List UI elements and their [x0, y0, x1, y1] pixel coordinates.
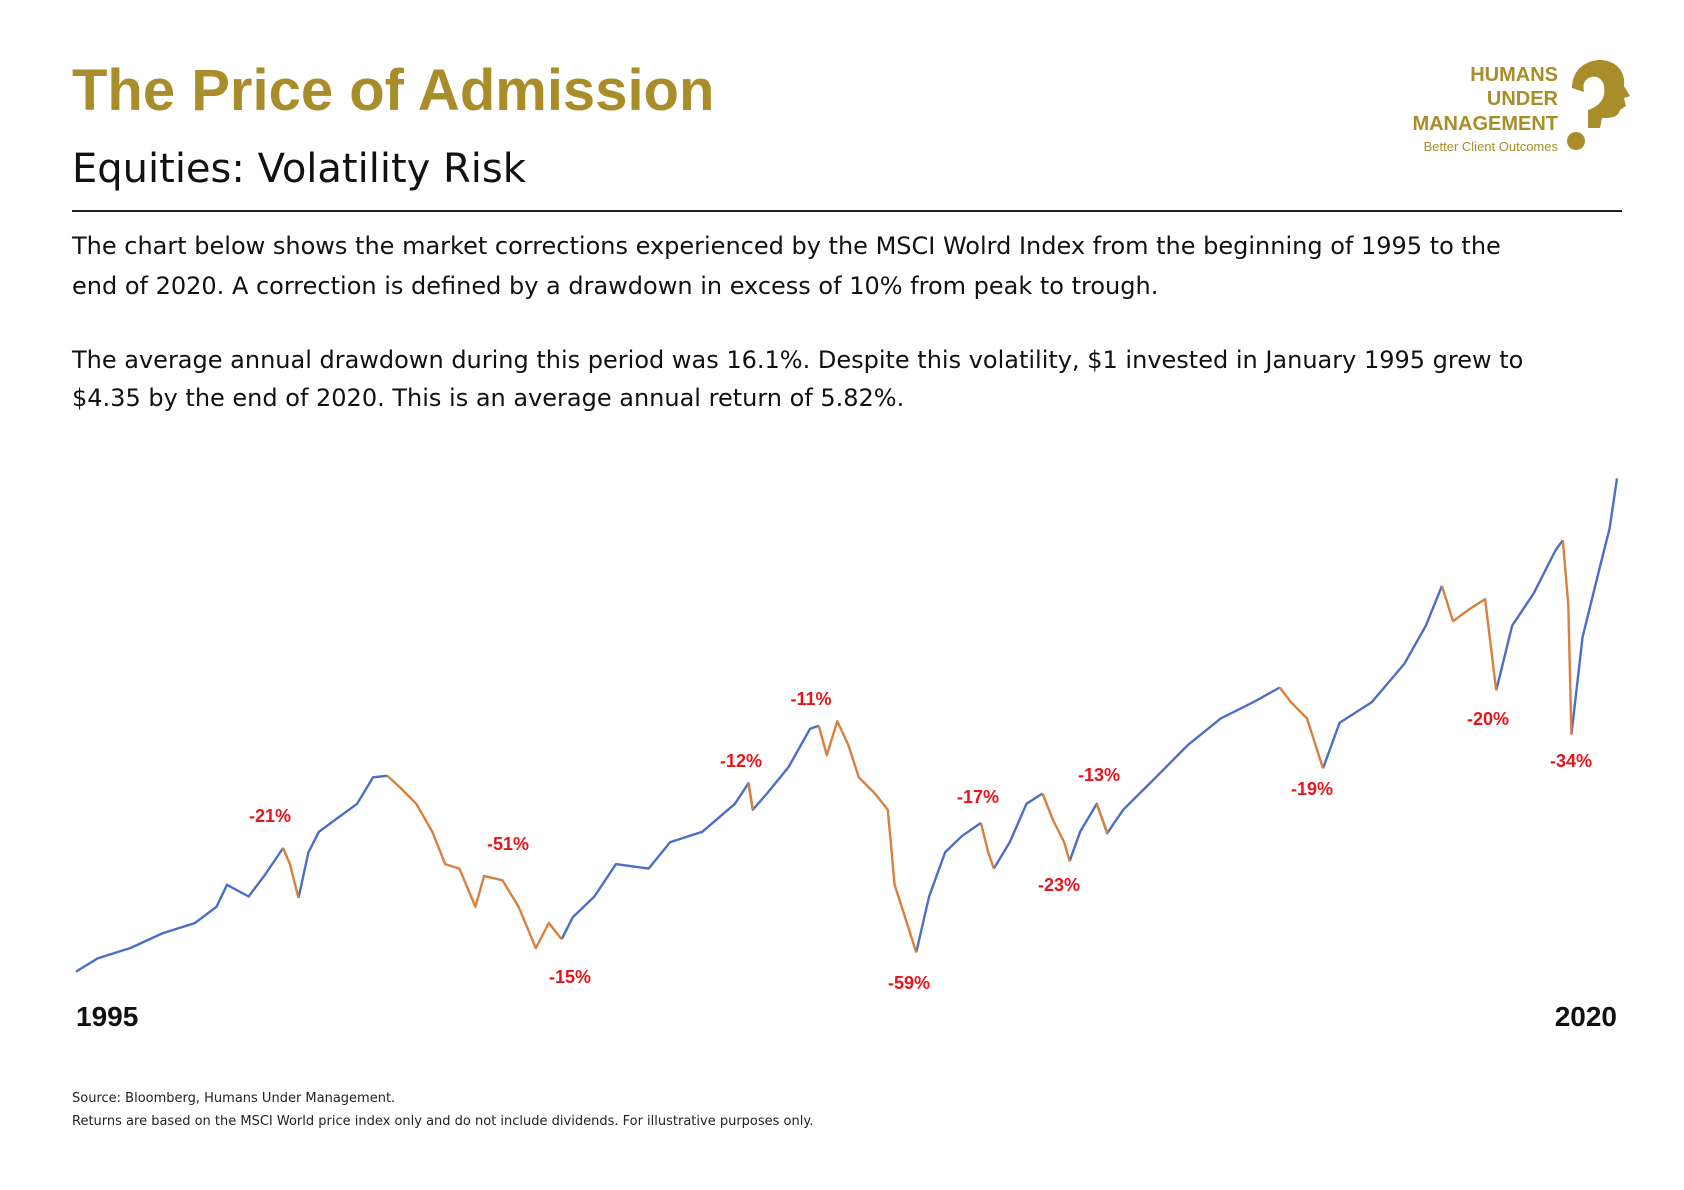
- drawdown-label: -17%: [957, 787, 999, 807]
- chart: 1995 2020 -21% -51% -15% -12% -11% -59% -17% -23%…: [75, 478, 1619, 1032]
- drawdown-label: -13%: [1078, 765, 1120, 785]
- drawdown-label: -19%: [1291, 779, 1333, 799]
- footnote: Source: Bloomberg, Humans Under Manageme…: [72, 1091, 395, 1106]
- logo-line: UNDER: [1487, 88, 1559, 110]
- drawdown-label: -12%: [720, 751, 762, 771]
- logo-dot: [1567, 132, 1585, 150]
- logo-head: [1572, 60, 1630, 128]
- logo-tagline: Better Client Outcomes: [1424, 139, 1559, 154]
- drawdown-label: -23%: [1038, 875, 1080, 895]
- logo-line: MANAGEMENT: [1412, 113, 1558, 135]
- logo-line: HUMANS: [1470, 64, 1558, 86]
- intro-line: The chart below shows the market correct…: [71, 232, 1501, 260]
- logo-icon: [1567, 60, 1630, 150]
- footer: Source: Bloomberg, Humans Under Manageme…: [72, 1091, 813, 1129]
- title: The Price of Admission: [72, 58, 714, 123]
- intro-line: $4.35 by the end of 2020. This is an ave…: [72, 384, 904, 412]
- series-line: [281, 540, 1573, 953]
- drawdown-label: -51%: [487, 834, 529, 854]
- subtitle: Equities: Volatility Risk: [72, 146, 527, 192]
- x-tick-label: 2020: [1555, 1001, 1617, 1032]
- logo: HUMANS UNDER MANAGEMENT Better Client Ou…: [1412, 64, 1558, 154]
- drawdown-label: -11%: [790, 689, 831, 709]
- intro-line: end of 2020. A correction is defined by …: [72, 272, 1158, 300]
- intro: The chart below shows the market correct…: [71, 232, 1523, 412]
- x-tick-label: 1995: [76, 1001, 138, 1032]
- series-line: [75, 478, 1619, 973]
- drawdown-label: -34%: [1550, 751, 1592, 771]
- drawdown-label: -15%: [549, 967, 591, 987]
- intro-line: The average annual drawdown during this …: [71, 346, 1523, 374]
- drawdown-label: -21%: [249, 806, 291, 826]
- drawdown-label: -20%: [1467, 709, 1509, 729]
- footnote: Returns are based on the MSCI World pric…: [72, 1114, 813, 1129]
- drawdown-label: -59%: [888, 973, 930, 993]
